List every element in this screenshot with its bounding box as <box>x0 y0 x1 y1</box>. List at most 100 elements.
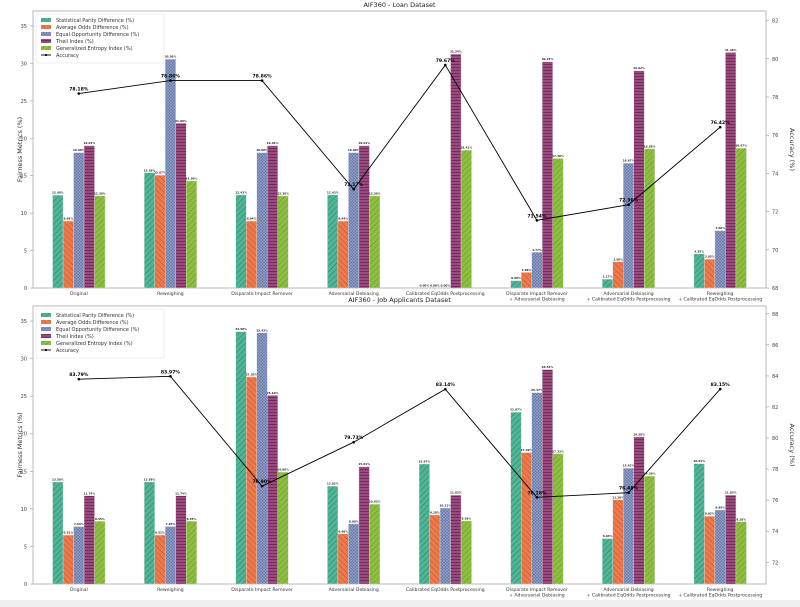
bar-aod <box>520 272 532 289</box>
bar-eod <box>623 467 635 585</box>
bar-value-label: 17.30% <box>552 154 564 158</box>
bar-gei <box>644 148 656 289</box>
accuracy-point <box>77 92 81 95</box>
bar-value-label: 15.97% <box>418 460 430 464</box>
y2-tick-label: 68 <box>772 286 778 292</box>
accuracy-point <box>352 440 355 444</box>
bar-value-label: 22.87% <box>510 408 522 412</box>
x-tick-label: + Calibrated EqOdds Postprocessing <box>678 297 762 303</box>
y2-tick-label: 74 <box>772 171 778 177</box>
bar-eod <box>73 152 85 289</box>
accuracy-point <box>718 125 722 129</box>
y2-tick-label: 86 <box>772 343 778 349</box>
y2-tick-label: 82 <box>772 405 778 411</box>
bar-value-label: 3.50% <box>613 257 623 261</box>
accuracy-point <box>627 203 630 207</box>
bar-group: 12.40% 8.94% 18.08% 19.01% 12.30% <box>52 141 106 289</box>
accuracy-label: 73.17% <box>344 182 364 188</box>
bar-value-label: 19.01% <box>358 141 370 145</box>
bar-value-label: 9.85% <box>715 505 725 509</box>
accuracy-point <box>535 496 539 499</box>
bar-aod <box>704 516 716 585</box>
bar-spd <box>143 172 155 289</box>
bar-spd <box>327 194 339 289</box>
bar-spd <box>143 481 155 585</box>
bar-value-label: 8.35% <box>187 517 197 521</box>
loan-dataset-chart: AIF360 - Loan Dataset 0 5 10 15 20 25 30 35 68 70 7… <box>16 1 796 303</box>
bar-value-label: 16.67% <box>623 159 635 163</box>
bar-value-label: 6.51% <box>63 531 73 535</box>
bar-aod <box>704 258 716 289</box>
y2-tick-label: 88 <box>772 312 778 318</box>
bar-aod <box>246 220 258 289</box>
y2-axis-label: Accuracy (%) <box>788 128 796 171</box>
bar-value-label: 11.20% <box>612 495 624 499</box>
accuracy-point <box>444 387 447 391</box>
bar-aod <box>520 452 532 585</box>
bar-value-label: 12.30% <box>369 191 381 195</box>
bar-value-label: 0.00% <box>430 284 440 288</box>
x-tick-label: Disparate Impact Remover <box>506 291 568 297</box>
bar-value-label: 15.39% <box>144 168 156 172</box>
bar-spd <box>693 253 705 289</box>
bar-value-label: 15.07% <box>154 171 166 175</box>
bar-value-label: 7.66% <box>715 226 725 230</box>
bar-spd <box>52 481 64 585</box>
legend-accuracy-marker <box>44 53 48 57</box>
y2-tick-label: 72 <box>772 210 778 216</box>
bar-value-label: 10.11% <box>439 504 451 508</box>
accuracy-point <box>627 491 630 494</box>
bar-value-label: 12.43% <box>235 190 247 194</box>
bar-value-label: 12.43% <box>327 190 339 194</box>
bar-group: 15.39%15.07% 30.56% 21.99% 14.30% <box>143 55 198 289</box>
chart-title: AIF360 - Job Applicants Dataset <box>348 296 451 304</box>
bar-group: 16.01% 9.02%9.85% 11.83% 8.28% <box>693 459 747 585</box>
bar-eod <box>714 230 726 289</box>
bar-group: 6.04% 11.20% 15.42% 19.58% 14.36% <box>602 432 656 585</box>
bar-value-label: 11.74% <box>83 491 95 495</box>
accuracy-label: 78.18% <box>69 87 89 93</box>
bar-value-label: 18.08% <box>348 148 360 152</box>
y2-tick-label: 70 <box>772 248 778 254</box>
y-tick-label: 20 <box>21 432 27 438</box>
y2-tick-label: 72 <box>772 560 778 566</box>
bar-eod <box>714 509 726 585</box>
legend-label: Average Odds Difference (%) <box>56 320 129 326</box>
x-tick-label: Disparate Impact Remover <box>231 587 293 593</box>
legend-label: Average Odds Difference (%) <box>56 25 129 31</box>
bar-eod <box>256 332 268 585</box>
bar-spd <box>235 331 247 585</box>
legend-label: Theil Index (%) <box>55 334 94 340</box>
bar-value-label: 30.23% <box>542 57 554 61</box>
x-tick-label: + Calibrated EqOdds Postprocessing <box>678 593 762 599</box>
bar-gei <box>185 180 197 289</box>
y2-tick-label: 78 <box>772 95 778 101</box>
y2-tick-label: 76 <box>772 133 778 139</box>
bar-gei <box>277 471 289 585</box>
x-tick-label: Calibrated EqOdds Postprocessing <box>406 291 485 297</box>
bar-value-label: 19.58% <box>633 432 645 436</box>
bar-value-label: 18.67% <box>735 144 747 148</box>
y-tick-label: 15 <box>21 174 27 180</box>
bar-value-label: 11.74% <box>175 491 187 495</box>
accuracy-label: 83.79% <box>69 372 89 378</box>
y-tick-label: 0 <box>24 286 27 292</box>
bar-gei <box>460 149 472 289</box>
bar-spd <box>327 485 339 585</box>
bar-value-label: 31.24% <box>450 50 462 54</box>
legend-label: Equal Opportunity Difference (%) <box>56 327 139 333</box>
bar-value-label: 12.30% <box>277 191 289 195</box>
accuracy-label: 83.97% <box>161 369 181 375</box>
legend-label: Equal Opportunity Difference (%) <box>56 32 139 38</box>
y-tick-label: 30 <box>21 61 27 67</box>
y-axis-label: Fairness Metrics (%) <box>16 412 24 477</box>
y-tick-label: 30 <box>21 357 27 363</box>
bar-value-label: 14.30% <box>186 176 198 180</box>
bar-value-label: 1.17% <box>603 275 613 279</box>
bar-group: 12.43% 8.94% 18.08% 19.01% 12.30% <box>235 141 289 289</box>
bar-group: 13.58% 6.51% 7.64% 11.74% 8.35% <box>52 477 106 585</box>
accuracy-point <box>535 219 539 222</box>
x-tick-label: Adversarial Debiasing <box>603 587 653 593</box>
accuracy-line <box>78 64 721 221</box>
